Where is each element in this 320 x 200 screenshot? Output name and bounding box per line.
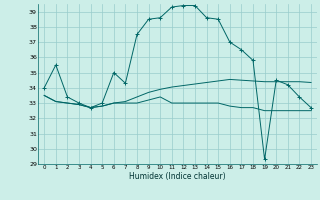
X-axis label: Humidex (Indice chaleur): Humidex (Indice chaleur) xyxy=(129,172,226,181)
